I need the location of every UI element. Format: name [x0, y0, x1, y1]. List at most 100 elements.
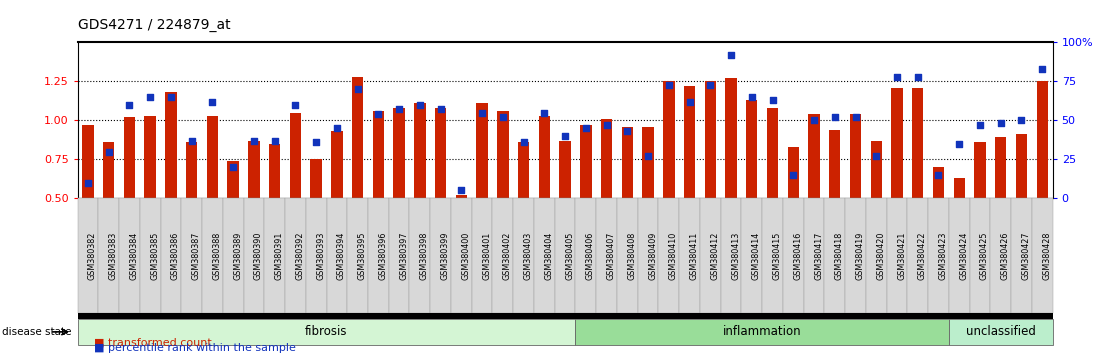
- Bar: [891, 88, 903, 198]
- Point: [79, 180, 96, 185]
- Bar: [248, 141, 259, 198]
- Point: [680, 99, 698, 104]
- Bar: [227, 161, 239, 198]
- Text: GSM380403: GSM380403: [524, 232, 533, 280]
- Bar: [124, 117, 135, 198]
- Bar: [767, 108, 778, 198]
- Point: [473, 110, 491, 115]
- Text: GSM380390: GSM380390: [254, 232, 263, 280]
- Bar: [850, 114, 861, 198]
- Text: GSM380392: GSM380392: [296, 232, 305, 280]
- Text: GSM380401: GSM380401: [482, 232, 491, 280]
- Text: GSM380400: GSM380400: [461, 232, 471, 280]
- Text: GSM380419: GSM380419: [855, 232, 864, 280]
- Text: GSM380387: GSM380387: [192, 232, 201, 280]
- Bar: [684, 86, 695, 198]
- Point: [515, 139, 533, 145]
- Bar: [538, 116, 550, 198]
- Point: [535, 110, 553, 115]
- Bar: [82, 125, 94, 198]
- Text: GSM380399: GSM380399: [441, 232, 450, 280]
- Text: GSM380415: GSM380415: [772, 232, 781, 280]
- Text: GSM380416: GSM380416: [793, 232, 802, 280]
- Point: [743, 94, 761, 100]
- Bar: [663, 81, 675, 198]
- Point: [597, 122, 615, 128]
- Bar: [560, 141, 571, 198]
- Bar: [144, 116, 156, 198]
- Bar: [269, 144, 280, 198]
- Text: GSM380389: GSM380389: [233, 232, 243, 280]
- Point: [328, 125, 346, 131]
- Point: [806, 118, 823, 123]
- Point: [204, 99, 222, 104]
- Bar: [393, 108, 404, 198]
- Point: [847, 114, 864, 120]
- Text: GSM380405: GSM380405: [565, 232, 574, 280]
- Bar: [497, 111, 509, 198]
- Text: GSM380420: GSM380420: [876, 232, 885, 280]
- Point: [556, 133, 574, 139]
- Point: [162, 94, 179, 100]
- Point: [618, 129, 636, 134]
- Point: [494, 114, 512, 120]
- Point: [701, 82, 719, 87]
- Text: GSM380412: GSM380412: [710, 232, 719, 280]
- Bar: [310, 159, 321, 198]
- Text: GSM380421: GSM380421: [897, 232, 906, 280]
- Bar: [871, 141, 882, 198]
- Bar: [705, 81, 716, 198]
- Text: GSM380404: GSM380404: [544, 232, 553, 280]
- Text: GSM380417: GSM380417: [814, 232, 823, 280]
- Text: GSM380414: GSM380414: [752, 232, 761, 280]
- Bar: [746, 100, 758, 198]
- Text: GSM380383: GSM380383: [109, 232, 117, 280]
- Text: GSM380425: GSM380425: [979, 232, 989, 280]
- Point: [930, 172, 947, 178]
- Bar: [517, 142, 530, 198]
- Text: GSM380397: GSM380397: [399, 232, 408, 280]
- Point: [432, 107, 450, 112]
- Text: GSM380394: GSM380394: [337, 232, 346, 280]
- Text: GSM380386: GSM380386: [171, 232, 179, 280]
- Point: [868, 153, 885, 159]
- Bar: [289, 113, 301, 198]
- Bar: [643, 127, 654, 198]
- Text: GSM380402: GSM380402: [503, 232, 512, 280]
- Bar: [186, 142, 197, 198]
- Point: [390, 107, 408, 112]
- Bar: [331, 131, 342, 198]
- Text: GSM380395: GSM380395: [358, 232, 367, 280]
- Point: [411, 102, 429, 108]
- Text: GSM380410: GSM380410: [669, 232, 678, 280]
- Bar: [974, 142, 986, 198]
- Text: GSM380393: GSM380393: [316, 232, 325, 280]
- Text: GDS4271 / 224879_at: GDS4271 / 224879_at: [78, 18, 230, 32]
- Point: [639, 153, 657, 159]
- Bar: [455, 195, 468, 198]
- Point: [452, 188, 470, 193]
- Point: [660, 82, 678, 87]
- Point: [349, 86, 367, 92]
- Text: fibrosis: fibrosis: [306, 325, 348, 338]
- Bar: [1036, 81, 1048, 198]
- Point: [992, 121, 1009, 126]
- Text: GSM380411: GSM380411: [689, 232, 698, 280]
- Point: [224, 164, 242, 170]
- Bar: [352, 77, 363, 198]
- Text: GSM380382: GSM380382: [88, 232, 96, 280]
- Text: unclassified: unclassified: [966, 325, 1036, 338]
- Point: [142, 94, 160, 100]
- Text: GSM380396: GSM380396: [378, 232, 388, 280]
- Point: [825, 114, 843, 120]
- Text: ■ transformed count: ■ transformed count: [94, 338, 212, 348]
- Point: [784, 172, 802, 178]
- Bar: [165, 92, 176, 198]
- Text: GSM380388: GSM380388: [213, 232, 222, 280]
- Bar: [995, 137, 1006, 198]
- Text: GSM380424: GSM380424: [960, 232, 968, 280]
- Bar: [581, 125, 592, 198]
- Bar: [912, 88, 923, 198]
- Point: [266, 138, 284, 143]
- Bar: [1016, 135, 1027, 198]
